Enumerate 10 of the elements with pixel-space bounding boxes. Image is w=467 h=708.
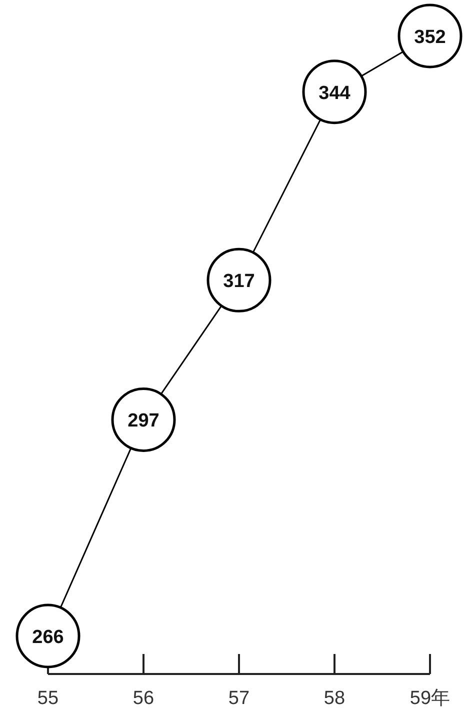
data-label: 352 (414, 27, 446, 48)
data-label: 344 (318, 82, 351, 104)
data-label: 317 (223, 271, 255, 292)
x-tick-label: 58 (324, 688, 346, 708)
x-tick-label: 59年 (410, 688, 450, 708)
x-tick-label: 57 (228, 688, 250, 708)
data-label: 266 (32, 627, 64, 648)
data-label: 297 (128, 410, 160, 432)
x-tick-label: 56 (132, 688, 154, 708)
x-tick-label: 55 (37, 688, 59, 708)
